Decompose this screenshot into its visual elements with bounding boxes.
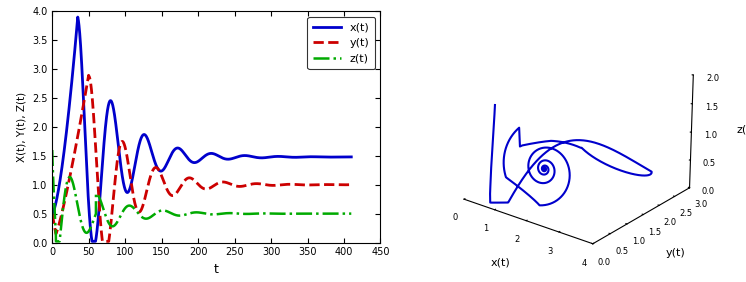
y(t) bbox=[175, 188, 184, 191]
X-axis label: x(t): x(t) bbox=[490, 257, 510, 268]
z(t) bbox=[122, 204, 131, 208]
x(t) bbox=[73, 16, 82, 19]
y(t) bbox=[135, 210, 144, 214]
z(t) bbox=[150, 213, 159, 216]
Y-axis label: X(t), Y(t), Z(t): X(t), Y(t), Z(t) bbox=[16, 92, 26, 162]
x(t) bbox=[347, 155, 356, 158]
z(t) bbox=[175, 214, 184, 217]
Legend: x(t), y(t), z(t): x(t), y(t), z(t) bbox=[307, 17, 375, 69]
x(t) bbox=[48, 212, 57, 215]
x(t) bbox=[80, 118, 89, 121]
Line: x(t): x(t) bbox=[52, 17, 351, 241]
z(t) bbox=[80, 230, 89, 233]
x(t) bbox=[248, 155, 257, 158]
Line: y(t): y(t) bbox=[52, 75, 351, 241]
y(t) bbox=[48, 212, 57, 215]
Y-axis label: y(t): y(t) bbox=[666, 248, 686, 258]
z(t) bbox=[134, 213, 143, 216]
Line: z(t): z(t) bbox=[52, 150, 351, 241]
z(t) bbox=[347, 212, 356, 215]
x(t) bbox=[135, 143, 144, 146]
z(t) bbox=[51, 240, 60, 243]
X-axis label: t: t bbox=[214, 263, 219, 276]
x(t) bbox=[87, 240, 96, 243]
z(t) bbox=[48, 148, 57, 152]
x(t) bbox=[150, 159, 159, 163]
y(t) bbox=[150, 166, 159, 170]
z(t) bbox=[248, 212, 257, 215]
y(t) bbox=[98, 240, 107, 243]
x(t) bbox=[123, 191, 132, 194]
y(t) bbox=[84, 74, 93, 77]
y(t) bbox=[347, 183, 356, 186]
y(t) bbox=[248, 182, 257, 186]
x(t) bbox=[175, 147, 184, 150]
y(t) bbox=[80, 98, 89, 102]
y(t) bbox=[123, 156, 132, 159]
